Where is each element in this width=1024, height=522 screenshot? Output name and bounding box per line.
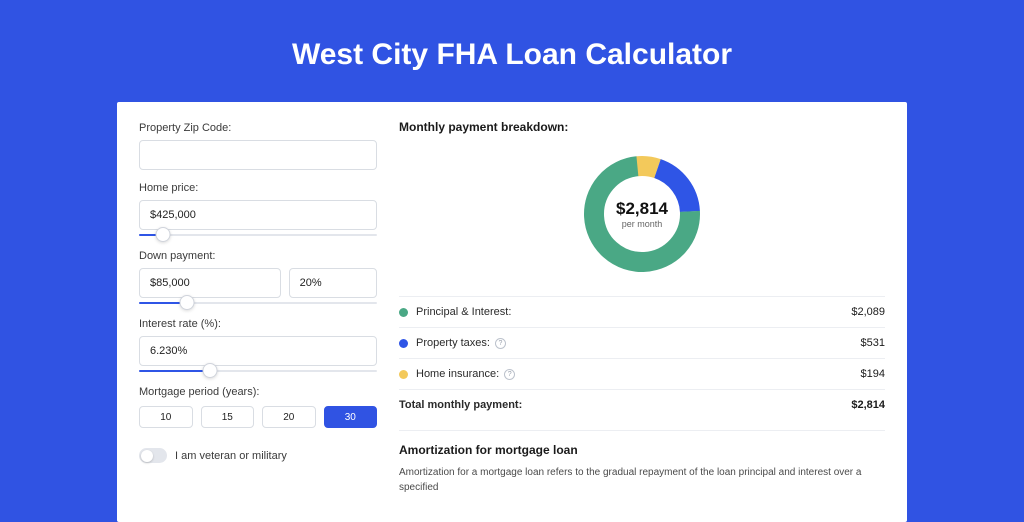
breakdown-total-row: Total monthly payment:$2,814 (399, 390, 885, 420)
interest-rate-input[interactable] (139, 336, 377, 366)
info-icon[interactable]: ? (495, 338, 506, 349)
info-icon[interactable]: ? (504, 369, 515, 380)
toggle-knob (141, 450, 153, 462)
amortization-text: Amortization for a mortgage loan refers … (399, 465, 885, 495)
mortgage-period-group: 10 15 20 30 (139, 406, 377, 428)
veteran-label: I am veteran or military (175, 450, 287, 462)
breakdown-row: Principal & Interest:$2,089 (399, 297, 885, 328)
legend-dot (399, 339, 408, 348)
period-btn-30[interactable]: 30 (324, 406, 378, 428)
breakdown-value: $194 (861, 368, 885, 380)
donut-sub: per month (616, 219, 668, 229)
legend-dot (399, 308, 408, 317)
home-price-input[interactable] (139, 200, 377, 230)
mortgage-period-label: Mortgage period (years): (139, 386, 377, 398)
down-payment-label: Down payment: (139, 250, 377, 262)
interest-rate-slider[interactable] (139, 364, 377, 378)
period-btn-10[interactable]: 10 (139, 406, 193, 428)
breakdown-label: Principal & Interest: (416, 306, 851, 318)
breakdown-column: Monthly payment breakdown: $2,814 per mo… (399, 120, 885, 504)
home-price-label: Home price: (139, 182, 377, 194)
total-value: $2,814 (851, 399, 885, 411)
veteran-toggle[interactable] (139, 448, 167, 463)
form-column: Property Zip Code: Home price: Down paym… (139, 120, 377, 504)
zip-input[interactable] (139, 140, 377, 170)
breakdown-value: $531 (861, 337, 885, 349)
period-btn-20[interactable]: 20 (262, 406, 316, 428)
period-btn-15[interactable]: 15 (201, 406, 255, 428)
total-label: Total monthly payment: (399, 399, 851, 411)
amortization-section: Amortization for mortgage loan Amortizat… (399, 430, 885, 495)
zip-label: Property Zip Code: (139, 122, 377, 134)
breakdown-value: $2,089 (851, 306, 885, 318)
donut-amount: $2,814 (616, 199, 668, 219)
donut-chart: $2,814 per month (399, 144, 885, 284)
legend-dot (399, 370, 408, 379)
page-title: West City FHA Loan Calculator (0, 0, 1024, 102)
breakdown-label: Property taxes:? (416, 337, 861, 349)
down-payment-slider[interactable] (139, 296, 377, 310)
down-payment-pct-input[interactable] (289, 268, 377, 298)
calculator-card: Property Zip Code: Home price: Down paym… (117, 102, 907, 522)
breakdown-list: Principal & Interest:$2,089Property taxe… (399, 296, 885, 420)
breakdown-label: Home insurance:? (416, 368, 861, 380)
amortization-title: Amortization for mortgage loan (399, 443, 885, 457)
home-price-slider[interactable] (139, 228, 377, 242)
breakdown-row: Home insurance:?$194 (399, 359, 885, 390)
breakdown-row: Property taxes:?$531 (399, 328, 885, 359)
down-payment-input[interactable] (139, 268, 281, 298)
breakdown-title: Monthly payment breakdown: (399, 120, 885, 134)
interest-rate-label: Interest rate (%): (139, 318, 377, 330)
